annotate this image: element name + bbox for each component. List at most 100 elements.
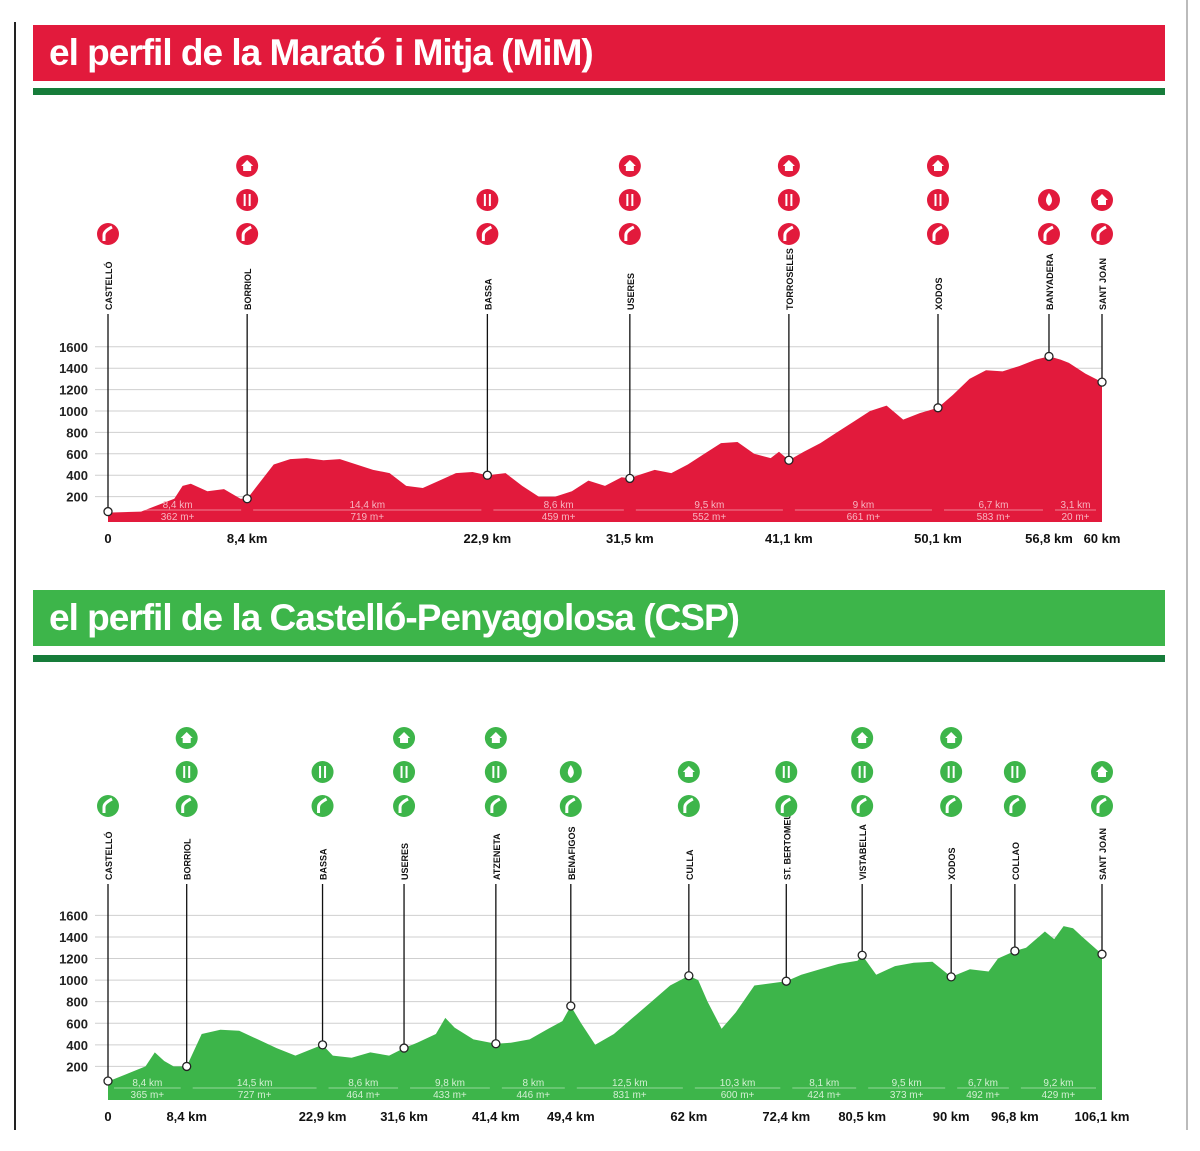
checkpoint-glyph: [1096, 225, 1107, 241]
segment-ascent: 727 m+: [238, 1090, 272, 1101]
y-tick-label: 200: [66, 1059, 88, 1074]
csp-title-bar: el perfil de la Castelló-Penyagolosa (CS…: [33, 590, 1165, 646]
checkpoint-glyph: [490, 797, 501, 813]
segment-distance: 8,4 km: [163, 500, 193, 511]
waypoint-marker: [1010, 946, 1020, 956]
x-tick-label: 31,6 km: [380, 1109, 428, 1124]
checkpoint-glyph: [398, 797, 409, 813]
food-icon-bg: [1003, 761, 1026, 783]
checkpoint-glyph: [1096, 797, 1107, 813]
x-tick-label: 72,4 km: [762, 1109, 810, 1124]
x-tick-label: 22,9 km: [464, 531, 512, 546]
waypoint-marker: [1044, 351, 1054, 362]
segment-distance: 10,3 km: [720, 1078, 756, 1089]
checkpoint-icon: [618, 223, 641, 245]
csp-title-rule: [33, 655, 1165, 662]
y-tick-label: 1200: [59, 952, 88, 967]
waypoint-name: VISTABELLA: [858, 824, 868, 880]
waypoint-marker: [566, 1001, 576, 1011]
segment-ascent: 719 m+: [350, 512, 384, 523]
refuge-glyph: [489, 732, 502, 743]
waypoint-marker: [781, 976, 791, 986]
food-icon-bg: [775, 761, 798, 783]
segment-distance: 6,7 km: [968, 1078, 998, 1089]
page-border-left: [14, 22, 16, 1130]
segment-ascent: 552 m+: [693, 512, 727, 523]
waypoint-name: ST. BERTOMEU: [782, 813, 792, 880]
segment-ascent: 373 m+: [890, 1090, 924, 1101]
segment-ascent: 365 m+: [131, 1090, 165, 1101]
food-icon: [311, 761, 334, 783]
segment-ascent: 831 m+: [613, 1090, 647, 1101]
x-tick-label: 106,1 km: [1075, 1109, 1130, 1124]
x-tick-label: 8,4 km: [166, 1109, 206, 1124]
x-tick-label: 96,8 km: [991, 1109, 1039, 1124]
refuge-icon: [618, 155, 641, 177]
checkpoint-icon-bg: [1003, 795, 1026, 817]
y-tick-label: 1200: [59, 383, 88, 398]
waypoint-name: TORROSELES: [785, 248, 795, 310]
food-icon-bg: [236, 189, 259, 211]
checkpoint-icon: [559, 795, 582, 817]
segment-distance: 6,7 km: [978, 500, 1008, 511]
waypoint-name: BANYADERA: [1045, 253, 1055, 310]
page-border-right: [1186, 0, 1188, 1130]
checkpoint-icon: [484, 795, 507, 817]
x-tick-label: 50,1 km: [914, 531, 962, 546]
refuge-glyph: [931, 160, 944, 171]
checkpoint-icon: [393, 795, 416, 817]
checkpoint-icon: [851, 795, 874, 817]
checkpoint-glyph: [945, 797, 956, 813]
checkpoint-glyph: [780, 797, 791, 813]
x-tick-label: 8,4 km: [227, 531, 267, 546]
checkpoint-icon: [175, 795, 198, 817]
refuge-icon: [926, 155, 949, 177]
x-tick-label: 31,5 km: [606, 531, 654, 546]
waypoint-name: COLLAO: [1011, 842, 1021, 880]
waypoint-name: CASTELLÓ: [103, 832, 114, 881]
refuge-glyph: [856, 732, 869, 743]
y-tick-label: 1000: [59, 973, 88, 988]
checkpoint-glyph: [241, 225, 252, 241]
waypoint-name: ATZENETA: [492, 833, 502, 880]
checkpoint-glyph: [181, 797, 192, 813]
waypoint-name: SANT JOAN: [1098, 828, 1108, 880]
mim-title-rule: [33, 88, 1165, 95]
waypoint-name: BENAFIGOS: [567, 826, 577, 880]
refuge-glyph: [623, 160, 636, 171]
checkpoint-glyph: [565, 797, 576, 813]
food-glyph: [483, 194, 491, 206]
segment-distance: 8,1 km: [809, 1078, 839, 1089]
waypoint-marker: [1097, 377, 1107, 387]
x-tick-label: 56,8 km: [1025, 531, 1073, 546]
food-icon: [940, 761, 963, 783]
waypoint-name: BASSA: [483, 278, 493, 310]
food-icon: [1003, 761, 1026, 783]
segment-distance: 8,6 km: [544, 500, 574, 511]
segment-distance: 12,5 km: [612, 1078, 648, 1089]
food-icon: [618, 189, 641, 211]
food-glyph: [934, 194, 942, 206]
food-icon-bg: [777, 189, 800, 211]
segment-distance: 9,8 km: [435, 1078, 465, 1089]
food-glyph: [243, 194, 251, 206]
checkpoint-icon-bg: [677, 795, 700, 817]
elevation-area: [108, 926, 1102, 1100]
segment-ascent: 459 m+: [542, 512, 576, 523]
refuge-glyph: [180, 732, 193, 743]
waypoint-name: XODOS: [934, 277, 944, 310]
segment-distance: 8,6 km: [348, 1078, 378, 1089]
food-icon-bg: [851, 761, 874, 783]
checkpoint-icon: [1037, 223, 1060, 245]
food-glyph: [319, 766, 327, 778]
y-tick-label: 1400: [59, 361, 88, 376]
x-tick-label: 62 km: [670, 1109, 707, 1124]
food-icon: [777, 189, 800, 211]
segment-distance: 14,4 km: [349, 500, 385, 511]
water-glyph: [1045, 193, 1052, 206]
y-tick-label: 400: [66, 1038, 88, 1053]
x-tick-label: 0: [104, 531, 111, 546]
y-tick-label: 800: [66, 995, 88, 1010]
x-tick-label: 60 km: [1084, 531, 1121, 546]
